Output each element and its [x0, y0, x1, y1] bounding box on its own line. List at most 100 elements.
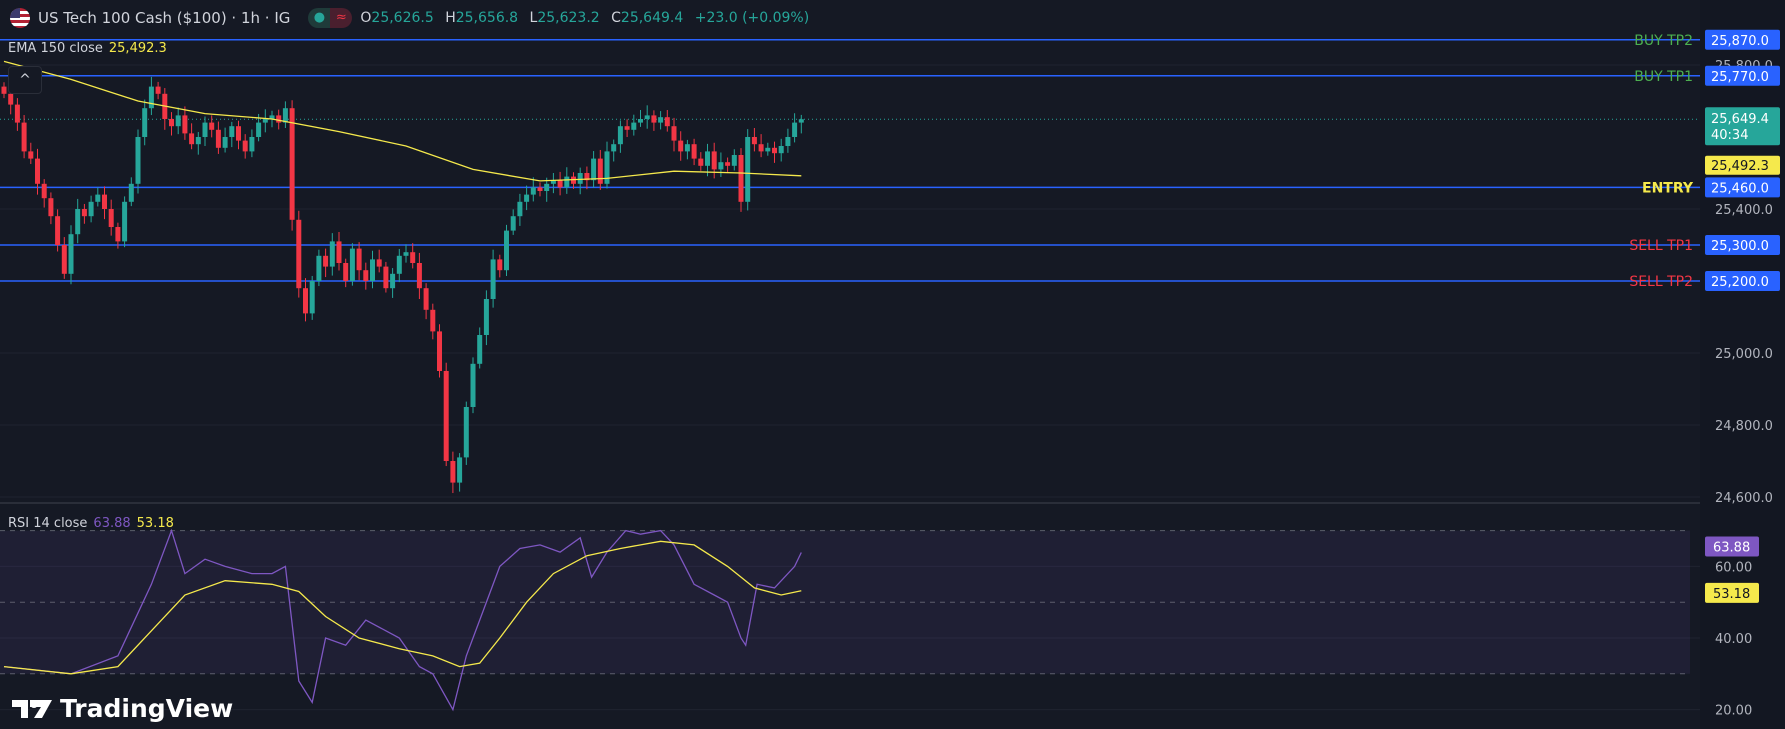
candle-body	[544, 183, 550, 191]
change-value: +23.0 (+0.09%)	[694, 10, 810, 26]
close-value: 25,649.4	[620, 10, 684, 26]
candle-body	[597, 158, 603, 184]
candle-body	[135, 137, 141, 184]
rsi-tick-label: 60.00	[1715, 560, 1752, 575]
candle-body	[329, 241, 335, 267]
candle-body	[276, 115, 282, 123]
trade-levels: BUY TP2 BUY TP1 ENTRY SELL TP1 SELL TP2	[0, 33, 1700, 290]
low-value: 25,623.2	[537, 10, 600, 26]
candle-body	[95, 194, 101, 202]
candle-body	[725, 162, 731, 166]
candle-body	[236, 126, 241, 141]
candle-body	[631, 122, 637, 130]
candle-body	[128, 183, 134, 202]
candle-body	[758, 144, 764, 152]
candle-body	[48, 198, 54, 217]
level-price-badge	[1705, 271, 1780, 291]
rsi-ma-line	[3, 540, 802, 675]
rsi-ma-value-label: 53.18	[1713, 587, 1750, 602]
rsi-line	[3, 528, 802, 712]
candle-body	[470, 363, 476, 407]
candle-body	[376, 259, 382, 267]
candle-body	[517, 201, 523, 217]
candle-body	[410, 252, 416, 263]
candle-body	[269, 115, 275, 119]
candle-body	[557, 180, 563, 188]
candle-body	[644, 115, 650, 119]
tradingview-brand-text: TradingView	[60, 694, 234, 723]
candle-body	[202, 122, 208, 137]
rsi-legend[interactable]: RSI 14 close 63.88 53.18	[8, 516, 174, 531]
level-name-label: ENTRY	[1642, 180, 1694, 196]
candle-body	[671, 126, 677, 141]
last-price-badge	[1705, 107, 1780, 146]
candle-body	[463, 407, 469, 458]
level-name-label: BUY TP1	[1634, 69, 1693, 85]
candle-body	[537, 187, 543, 191]
candle-body	[698, 158, 704, 166]
ema-legend[interactable]: EMA 150 close 25,492.3	[8, 41, 167, 56]
candle-body	[370, 259, 375, 281]
market-open-dot-icon: ●	[308, 8, 331, 28]
candle-body	[396, 255, 402, 274]
symbol-header: US Tech 100 Cash ($100) · 1h · IG ● ≈ O2…	[10, 8, 816, 28]
price-axis[interactable]: 25,800.025,400.025,000.024,800.024,600.0…	[1700, 0, 1785, 729]
candle-body	[798, 119, 804, 123]
status-pill[interactable]: ● ≈	[308, 8, 353, 28]
candle-body	[21, 122, 27, 152]
ohlc-readout: O25,626.5 H25,656.8 L25,623.2 C25,649.4 …	[360, 10, 816, 26]
candle-body	[209, 122, 215, 130]
candle-body	[497, 259, 503, 271]
candle-body	[711, 151, 717, 170]
high-key: H	[445, 10, 456, 26]
rsi-ma-legend-value: 53.18	[136, 516, 174, 531]
candle-body	[530, 187, 536, 195]
candle-body	[792, 122, 798, 137]
level-price-label: 25,770.0	[1711, 70, 1769, 85]
open-key: O	[360, 10, 372, 26]
candle-body	[450, 461, 456, 483]
candle-body	[437, 331, 442, 371]
level-name-label: SELL TP1	[1629, 238, 1693, 254]
price-tick-label: 24,600.0	[1715, 491, 1773, 506]
level-price-badge	[1705, 65, 1780, 86]
tradingview-logo[interactable]: TradingView	[12, 694, 233, 723]
low-key: L	[529, 10, 538, 26]
rsi-tick-label: 20.00	[1715, 704, 1752, 719]
close-key: C	[611, 10, 621, 26]
high-value: 25,656.8	[455, 10, 519, 26]
level-name-label: BUY TP2	[1634, 33, 1693, 49]
candle-body	[229, 126, 235, 137]
candle-body	[222, 137, 228, 148]
candle-body	[316, 255, 322, 281]
candle-body	[68, 234, 74, 274]
candle-body	[416, 263, 422, 289]
candle-body	[182, 115, 188, 134]
candle-body	[490, 259, 496, 299]
candle-body	[35, 158, 40, 184]
level-price-badge	[1705, 235, 1780, 255]
candles	[1, 76, 804, 494]
candle-body	[564, 176, 570, 188]
candle-body	[256, 122, 262, 137]
rsi-value-label: 63.88	[1713, 541, 1750, 556]
candle-body	[249, 137, 255, 152]
symbol-title[interactable]: US Tech 100 Cash ($100) · 1h · IG	[38, 9, 291, 27]
collapse-legend-button[interactable]: ^	[8, 66, 42, 94]
candle-body	[8, 93, 14, 105]
candle-body	[738, 155, 744, 202]
candle-body	[81, 209, 87, 217]
candle-body	[550, 180, 556, 184]
candle-body	[765, 147, 771, 152]
tradingview-logo-icon	[12, 699, 52, 718]
last-price-label: 25,649.4	[1711, 112, 1769, 127]
rsi-legend-label: RSI 14 close	[8, 516, 88, 531]
candle-body	[1, 86, 7, 94]
candle-body	[336, 241, 342, 263]
candle-body	[242, 140, 248, 152]
candle-body	[510, 216, 516, 231]
candle-body	[658, 117, 664, 123]
price-tick-label: 25,000.0	[1715, 347, 1773, 362]
